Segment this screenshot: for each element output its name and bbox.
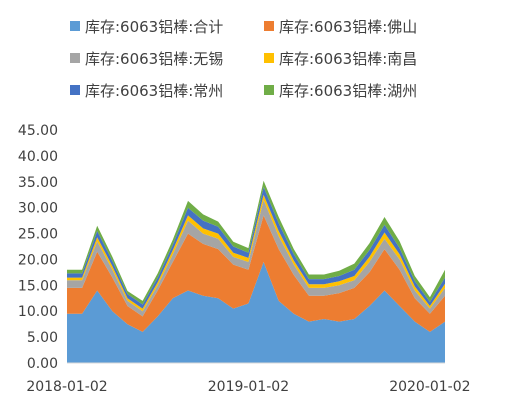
legend-swatch-changzhou xyxy=(70,85,80,95)
legend-swatch-foshan xyxy=(264,21,274,31)
legend-item-total: 库存:6063铝棒:合计 xyxy=(70,16,260,37)
x-tick-label: 2018-01-02 xyxy=(26,379,107,395)
legend-label-total: 库存:6063铝棒:合计 xyxy=(85,17,224,36)
x-tick-label: 2020-01-02 xyxy=(389,379,470,395)
legend-row: 库存:6063铝棒:合计 库存:6063铝棒:佛山 xyxy=(70,10,500,42)
y-tick-label: 25.00 xyxy=(18,227,58,243)
y-tick-label: 45.00 xyxy=(18,123,58,139)
legend-item-foshan: 库存:6063铝棒:佛山 xyxy=(264,16,454,37)
legend-item-huzhou: 库存:6063铝棒:湖州 xyxy=(264,80,454,101)
legend-label-changzhou: 库存:6063铝棒:常州 xyxy=(85,81,224,100)
legend-label-nanchang: 库存:6063铝棒:南昌 xyxy=(279,49,418,68)
y-tick-label: 35.00 xyxy=(18,175,58,191)
legend-swatch-nanchang xyxy=(264,53,274,63)
legend-swatch-huzhou xyxy=(264,85,274,95)
legend-swatch-total xyxy=(70,21,80,31)
legend-row: 库存:6063铝棒:常州 库存:6063铝棒:湖州 xyxy=(70,74,500,106)
legend-label-huzhou: 库存:6063铝棒:湖州 xyxy=(279,81,418,100)
y-tick-label: 10.00 xyxy=(18,304,58,320)
chart-axes: 45.00 40.00 35.00 30.00 25.00 20.00 15.00 10.00… xyxy=(18,123,471,395)
series-areas xyxy=(67,180,445,363)
area-series-1 xyxy=(67,215,445,332)
y-tick-label: 0.00 xyxy=(27,356,58,372)
area-series-0 xyxy=(67,262,445,363)
area-series-2 xyxy=(67,199,445,317)
legend-item-nanchang: 库存:6063铝棒:南昌 xyxy=(264,48,454,69)
chart-legend: 库存:6063铝棒:合计 库存:6063铝棒:佛山 库存:6063铝棒:无锡 库… xyxy=(70,10,500,106)
legend-item-changzhou: 库存:6063铝棒:常州 xyxy=(70,80,260,101)
legend-label-wuxi: 库存:6063铝棒:无锡 xyxy=(85,49,224,68)
y-tick-label: 15.00 xyxy=(18,278,58,294)
y-tick-label: 5.00 xyxy=(27,330,58,346)
legend-item-wuxi: 库存:6063铝棒:无锡 xyxy=(70,48,260,69)
y-tick-label: 20.00 xyxy=(18,252,58,268)
y-tick-label: 40.00 xyxy=(18,149,58,165)
legend-row: 库存:6063铝棒:无锡 库存:6063铝棒:南昌 xyxy=(70,42,500,74)
legend-swatch-wuxi xyxy=(70,53,80,63)
y-tick-label: 30.00 xyxy=(18,201,58,217)
x-tick-label: 2019-01-02 xyxy=(208,379,289,395)
legend-label-foshan: 库存:6063铝棒:佛山 xyxy=(279,17,418,36)
